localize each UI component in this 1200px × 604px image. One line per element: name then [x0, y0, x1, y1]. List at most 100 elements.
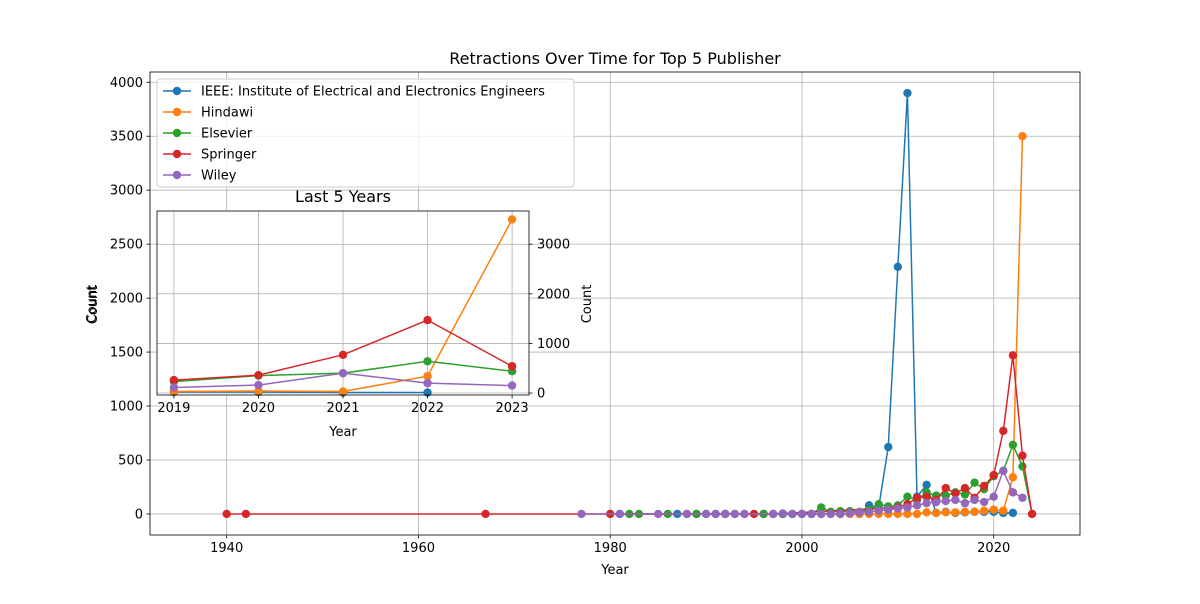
inset-line-ieee: [173, 391, 428, 394]
main-y-tick-label: 1000: [110, 400, 143, 415]
main-x-tick-label: 1940: [210, 541, 243, 556]
main-point-wiley: [1018, 493, 1027, 502]
legend: IEEE: Institute of Electrical and Electr…: [156, 78, 575, 188]
main-point-elsevier: [816, 503, 826, 512]
main-point-wiley: [970, 495, 979, 505]
main-point-wiley: [931, 497, 941, 507]
inset-y-axis-label: Count: [580, 285, 595, 324]
inset-point-wiley: [169, 383, 179, 392]
main-point-wiley: [1008, 488, 1018, 497]
main-point-springer: [960, 483, 970, 493]
main-point-springer: [1027, 509, 1037, 519]
main-y-tick-label: 500: [118, 453, 143, 468]
inset-point-wiley: [423, 378, 432, 388]
inset-point-springer: [169, 375, 179, 385]
inset-x-axis-label: Year: [328, 425, 357, 440]
main-point-hindawi: [970, 507, 979, 516]
legend-marker-springer: [172, 149, 182, 159]
main-point-wiley: [730, 509, 740, 519]
main-point-springer: [951, 489, 960, 498]
main-point-wiley: [864, 507, 874, 516]
legend-marker-elsevier: [172, 128, 182, 138]
legend-item-hindawi: Hindawi: [163, 106, 253, 121]
main-point-wiley: [960, 498, 970, 508]
inset-y-tick-label: 3000: [537, 238, 570, 253]
main-point-wiley: [836, 509, 845, 519]
inset-series-springer: [169, 315, 517, 385]
main-point-wiley: [615, 509, 624, 519]
main-point-hindawi: [903, 509, 912, 519]
inset-point-wiley: [254, 380, 263, 390]
inset-point-elsevier: [423, 357, 432, 366]
main-point-springer: [1018, 451, 1027, 460]
main-point-elsevier: [970, 478, 979, 487]
inset-point-hindawi: [507, 215, 517, 224]
legend-marker-hindawi: [172, 107, 182, 117]
legend-label-wiley: Wiley: [201, 169, 237, 184]
inset-title: Last 5 Years: [295, 187, 391, 206]
main-axes-frame: [149, 71, 1081, 536]
main-point-springer: [922, 492, 931, 501]
main-point-wiley: [788, 509, 797, 519]
main-point-springer: [979, 481, 989, 491]
main-point-springer: [481, 509, 490, 519]
main-point-wiley: [711, 509, 720, 519]
inset-y-tick-label: 0: [537, 387, 545, 402]
main-point-hindawi: [1018, 132, 1027, 141]
main-y-tick-label: 3000: [110, 184, 143, 199]
legend-item-springer: Springer: [163, 148, 257, 163]
main-chart-title: Retractions Over Time for Top 5 Publishe…: [449, 49, 781, 68]
main-point-wiley: [826, 509, 835, 519]
inset-y-tick-label: 1000: [537, 337, 570, 352]
main-point-hindawi: [922, 508, 931, 517]
legend-item-elsevier: Elsevier: [163, 127, 253, 142]
main-point-hindawi: [989, 505, 998, 514]
main-x-axis-label: Year: [600, 563, 629, 578]
main-point-wiley: [778, 509, 787, 518]
main-point-elsevier: [874, 500, 883, 509]
inset-chart: 2019 2020 2021 2022 2023 0 1000 2000 3000 Last 5…: [85, 187, 595, 440]
main-point-wiley: [701, 509, 711, 519]
main-point-hindawi: [1008, 473, 1018, 482]
main-point-springer: [941, 483, 950, 493]
inset-y-axis-label-left: Count: [85, 285, 100, 324]
legend-marker-wiley: [172, 170, 182, 180]
main-point-wiley: [893, 504, 903, 513]
legend-label-ieee: IEEE: Institute of Electrical and Electr…: [201, 85, 545, 100]
main-point-springer: [999, 426, 1008, 436]
main-point-wiley: [653, 509, 663, 519]
main-point-wiley: [903, 503, 912, 512]
main-y-tick-label: 1500: [110, 346, 143, 361]
main-point-wiley: [884, 505, 893, 514]
main-point-wiley: [999, 466, 1008, 475]
inset-point-hindawi: [423, 371, 432, 381]
inset-point-hindawi: [338, 387, 348, 396]
inset-series-wiley: [169, 368, 517, 392]
inset-x-tick-label: 2021: [326, 401, 359, 416]
legend-box: [156, 78, 575, 188]
main-y-tick-label: 2000: [110, 292, 143, 307]
main-point-wiley: [740, 509, 749, 519]
main-point-hindawi: [951, 508, 960, 517]
main-point-wiley: [797, 509, 807, 519]
inset-y-tick-label: 2000: [537, 287, 570, 302]
inset-x-tick-label: 2020: [242, 401, 275, 416]
main-point-hindawi: [931, 508, 941, 518]
main-point-hindawi: [999, 506, 1008, 515]
legend-item-ieee: IEEE: Institute of Electrical and Electr…: [163, 85, 545, 100]
legend-marker-ieee: [172, 86, 182, 96]
main-point-hindawi: [960, 507, 970, 516]
inset-axis-ticks: 2019 2020 2021 2022 2023 0 1000 2000 3000: [157, 238, 570, 416]
main-point-springer: [1008, 351, 1018, 360]
main-point-springer: [989, 470, 998, 480]
main-series-wiley: [577, 466, 1027, 519]
main-point-wiley: [845, 508, 855, 518]
main-point-wiley: [874, 506, 883, 515]
main-point-wiley: [979, 497, 989, 507]
main-point-wiley: [912, 501, 922, 510]
main-point-springer: [912, 493, 922, 502]
main-point-ieee: [893, 262, 903, 272]
main-y-axis-label: Count: [86, 286, 101, 325]
main-point-ieee: [903, 88, 912, 98]
inset-x-tick-label: 2022: [411, 401, 444, 416]
